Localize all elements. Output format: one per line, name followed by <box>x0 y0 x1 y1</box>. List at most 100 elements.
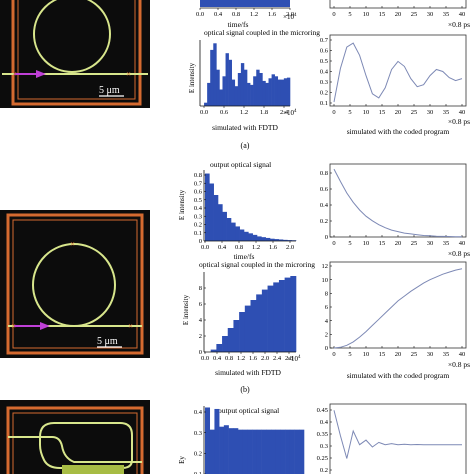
fdtd-b-bottom-y-tick-label: 4 <box>199 317 203 324</box>
fdtd-column: 0.0 0.4 0.8 1.2 1.6 2.0 time/fs ×104 optical … <box>178 0 320 474</box>
fdtd-b-bottom-bar <box>250 300 257 352</box>
device-b-frame <box>6 213 144 355</box>
fdtd-a-top-exp-sup: 4 <box>294 13 297 18</box>
code-b-bottom-x-tick-label: 25 <box>411 351 418 358</box>
fdtd-b-top-x-tick-label: 1.2 <box>252 244 260 251</box>
code-b-bottom-frame <box>329 261 467 349</box>
code-b-bottom-x-tick-label: 0 <box>332 351 335 358</box>
code-c-top-frame <box>329 403 467 474</box>
fdtd-b-top-y-tick-label: 0.1 <box>194 230 202 237</box>
code-b-top-x-tick-label: 5 <box>348 240 351 247</box>
fdtd-a-bottom-title: optical signal coupled in the microring <box>204 28 320 37</box>
code-a-top-unit: ×0.8 ps <box>448 20 470 29</box>
code-a-bottom-y-tick-label: 0.6 <box>320 48 329 55</box>
code-b-top-unit: ×0.8 ps <box>448 249 470 258</box>
fdtd-b-bottom-ylabel: E intensity <box>182 294 190 325</box>
fdtd-b-bottom-y-tick-label: 8 <box>199 285 202 292</box>
fdtd-c-top-bar <box>205 407 211 474</box>
fdtd-a-bottom-x-tick-label: 1.2 <box>240 109 248 116</box>
code-a-top-x-tick-label: 20 <box>395 11 402 18</box>
fdtd-b-bottom-bar <box>216 344 223 352</box>
code-b-bottom-yticks: 0 2 4 6 8 10 12 <box>322 263 332 352</box>
code-b-bottom-x-tick-label: 5 <box>348 351 351 358</box>
code-a-top-x-tick-label: 35 <box>443 11 450 18</box>
code-b-top-y-tick-label: 0.4 <box>320 202 329 209</box>
fdtd-a-bottom-bar <box>259 73 263 106</box>
code-a-bottom-x-tick-label: 35 <box>443 109 450 116</box>
fdtd-c-top-bar <box>266 429 272 474</box>
code-a-bottom-x-tick-label: 40 <box>459 109 466 116</box>
code-a-bottom-y-tick-label: 0.5 <box>320 58 328 65</box>
fdtd-b-bottom-bar <box>278 280 285 352</box>
fdtd-b-top-y-tick-label: 0.6 <box>194 189 203 196</box>
fdtd-a-bottom-bar <box>271 74 275 106</box>
fdtd-a-bottom-bar <box>204 102 208 106</box>
fdtd-b-bottom-plot <box>210 276 297 352</box>
device-a-frame-inner <box>17 0 136 100</box>
code-b-top-y-tick-label: 0.8 <box>320 170 328 177</box>
fdtd-c-top-y-tick-label: 0.4 <box>194 409 203 416</box>
fdtd-b-top-xticks: 0.0 0.4 0.8 1.2 1.6 2.0 <box>201 241 294 251</box>
fdtd-b-top-title: output optical signal <box>210 160 271 169</box>
fdtd-a-bottom-bar <box>247 82 251 106</box>
fdtd-c-top-y-tick-label: 0.1 <box>194 471 202 474</box>
fdtd-c-top-plot <box>205 407 305 474</box>
fdtd-b-top-bar <box>283 239 288 241</box>
code-b-bottom-y-tick-label: 6 <box>325 304 329 311</box>
code-c-top-y-tick-label: 0.3 <box>320 443 328 450</box>
code-a-bottom-xticks: 0 5 10 15 20 25 30 35 40 <box>332 104 465 116</box>
code-b-bottom-x-tick-label: 20 <box>395 351 402 358</box>
fdtd-b-top-bar <box>213 195 219 241</box>
code-a-bottom-y-tick-label: 0.7 <box>320 37 329 44</box>
code-a-top-x-tick-label: 30 <box>427 11 434 18</box>
fdtd-a-bottom-exp: ×104 <box>283 109 297 117</box>
code-a-bottom-y-tick-label: 0.3 <box>320 79 328 86</box>
fdtd-b-bottom-exp-base: ×10 <box>287 355 298 363</box>
coupler-c <box>62 465 124 474</box>
fdtd-b-bottom-y-tick-label: 0 <box>199 349 202 356</box>
fdtd-b-top-bar <box>274 239 279 241</box>
code-b-top-x-tick-label: 25 <box>411 240 418 247</box>
fdtd-b-bottom-y-tick-label: 6 <box>199 301 203 308</box>
fdtd-c-top-bar <box>238 429 244 474</box>
source-arrow-b <box>40 322 50 330</box>
device-a-frame <box>11 0 142 106</box>
fdtd-a-bottom-bar <box>207 82 211 106</box>
code-b-top-x-tick-label: 30 <box>427 240 434 247</box>
code-a-top-x-tick-label: 15 <box>379 11 386 18</box>
fdtd-b-top-bar <box>287 240 292 241</box>
code-b-top-line <box>333 168 463 238</box>
code-a-bottom-frame <box>329 34 467 107</box>
device-a: × × 5 μm <box>0 0 150 108</box>
scale-label-b: 5 μm <box>97 336 118 347</box>
device-c <box>0 400 150 474</box>
fdtd-b-top-bar <box>244 231 249 241</box>
fdtd-c-top-bar <box>219 426 225 474</box>
fdtd-b-top-bar <box>257 236 262 241</box>
fdtd-a-bottom-x-tick-label: 0.0 <box>200 109 208 116</box>
caption-a: (a) <box>241 141 250 150</box>
fdtd-b-bottom-x-tick-label: 2.0 <box>261 355 269 362</box>
fdtd-a-bottom-bar <box>286 77 291 106</box>
fdtd-b-top-x-tick-label: 0.8 <box>235 244 243 251</box>
fdtd-b-bottom-bar <box>239 312 246 352</box>
fdtd-b-top-y-tick-label: 0.3 <box>194 213 202 220</box>
waveguide-c <box>8 436 142 463</box>
fdtd-b-bottom-bar <box>273 282 280 352</box>
fdtd-a-bottom-ylabel: E intensity <box>188 62 196 93</box>
fdtd-c-top-bar <box>299 429 305 474</box>
fdtd-a-top-x-tick-label: 0.8 <box>232 11 240 18</box>
code-b-bottom-y-tick-label: 2 <box>325 332 328 339</box>
fdtd-b-bottom-bar <box>233 320 240 352</box>
code-a-bottom-x-tick-label: 30 <box>427 109 434 116</box>
fdtd-b-bottom-bar <box>290 276 297 352</box>
fdtd-c-top-bar <box>261 429 267 474</box>
fdtd-a-bottom-bar <box>228 59 232 106</box>
fdtd-a-bottom-bar <box>253 76 257 106</box>
fdtd-a-bottom-x-tick-label: 2.4 <box>280 109 289 116</box>
code-a-bottom-line <box>333 42 463 103</box>
code-a-top-x-tick-label: 40 <box>459 11 466 18</box>
fdtd-b-top-x-tick-label: 0.4 <box>218 244 227 251</box>
code-c-top-yticks: 0.2 0.25 0.3 0.35 0.4 0.45 <box>317 407 332 474</box>
